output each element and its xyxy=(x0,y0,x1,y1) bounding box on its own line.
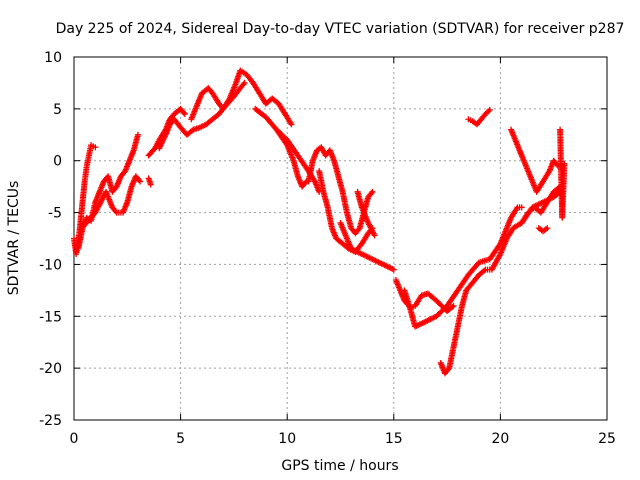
data-point xyxy=(518,204,525,211)
chart-title: Day 225 of 2024, Sidereal Day-to-day VTE… xyxy=(56,21,625,37)
data-point xyxy=(561,160,568,167)
data-points xyxy=(71,67,568,377)
y-tick-label: 5 xyxy=(53,102,62,118)
data-point xyxy=(369,188,376,195)
data-point xyxy=(240,81,247,88)
data-point xyxy=(544,225,551,232)
data-point xyxy=(137,178,144,185)
data-point xyxy=(390,266,397,273)
data-point xyxy=(181,111,188,118)
data-point xyxy=(486,106,493,113)
data-point xyxy=(481,267,488,274)
y-tick-label: 0 xyxy=(53,154,62,170)
y-tick-label: -10 xyxy=(39,257,62,273)
x-tick-label: 25 xyxy=(598,431,616,447)
data-point xyxy=(180,109,187,116)
x-tick-label: 10 xyxy=(278,431,296,447)
plot-frame xyxy=(73,56,608,421)
y-tick-label: -5 xyxy=(48,206,62,222)
data-point xyxy=(112,208,119,215)
data-point xyxy=(449,303,456,310)
data-point xyxy=(136,177,143,184)
x-tick-label: 20 xyxy=(491,431,509,447)
data-point xyxy=(92,144,99,151)
axes: -25 -20 -15 -10 -5 0 5 10 0 5 10 15 20 25 xyxy=(39,50,616,447)
data-point xyxy=(134,131,141,138)
data-point xyxy=(147,181,154,188)
x-tick-label: 15 xyxy=(385,431,403,447)
y-tick-label: -25 xyxy=(39,413,62,429)
y-tick-label: -20 xyxy=(39,361,62,377)
data-point xyxy=(288,121,295,128)
y-tick-label: 10 xyxy=(44,50,62,66)
x-tick-label: 0 xyxy=(70,431,79,447)
y-axis-label: SDTVAR / TECUs xyxy=(6,181,22,296)
data-point xyxy=(368,190,375,197)
data-point xyxy=(450,302,457,309)
data-point xyxy=(371,232,378,239)
y-tick-label: -15 xyxy=(39,309,62,325)
grid xyxy=(74,57,607,420)
data-point xyxy=(241,79,248,86)
x-axis-label: GPS time / hours xyxy=(281,458,398,474)
x-tick-label: 5 xyxy=(176,431,185,447)
data-point xyxy=(302,179,309,186)
